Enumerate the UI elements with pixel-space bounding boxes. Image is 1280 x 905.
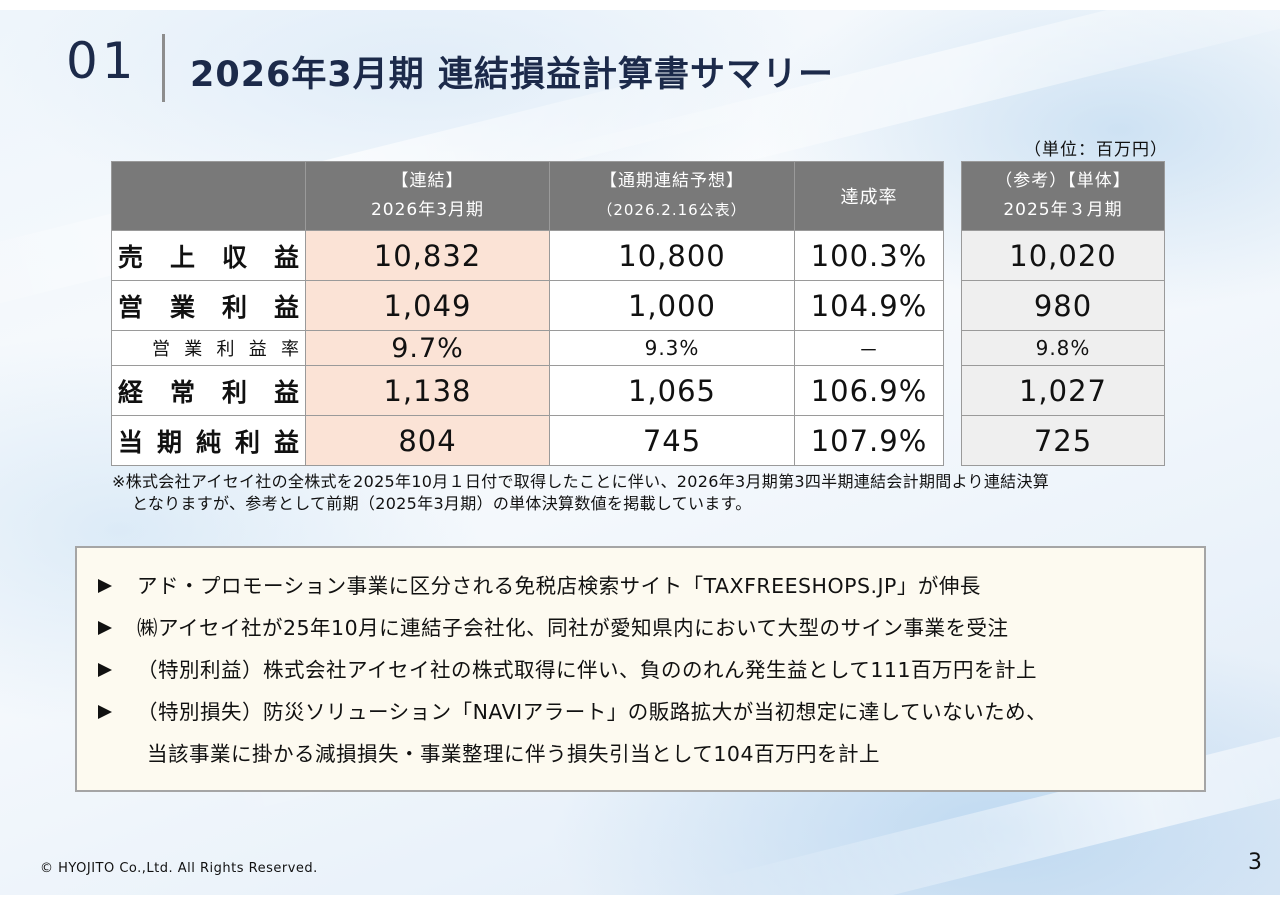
header-reference: （参考）【単体】 2025年３月期 [961,161,1165,231]
header-divider [162,34,165,102]
net-profit-reference: 725 [961,415,1165,466]
net-profit-rate: 107.9% [794,415,944,466]
page-number: 3 [1248,850,1262,875]
table-row: 経常利益 1,138 1,065 106.9% 1,027 [111,365,1165,416]
highlight-text: ㈱アイセイ社が25年10月に連結子会社化、同社が愛知県内において大型のサイン事業… [137,616,1009,640]
row-label-ordinary-profit: 経常利益 [111,365,306,416]
net-profit-forecast: 745 [549,415,795,466]
revenue-consolidated: 10,832 [305,230,550,281]
table-gap [944,162,962,231]
operating-profit-rate: 104.9% [794,280,944,331]
operating-profit-consolidated: 1,049 [305,280,550,331]
operating-margin-consolidated: 9.7% [305,330,550,366]
ordinary-profit-forecast: 1,065 [549,365,795,416]
row-label-operating-margin: 営業利益率 [111,330,306,366]
copyright: © HYOJITO Co.,Ltd. All Rights Reserved. [40,861,318,876]
triangle-bullet-icon [97,620,113,636]
ordinary-profit-rate: 106.9% [794,365,944,416]
highlight-text: アド・プロモーション事業に区分される免税店検索サイト「TAXFREESHOPS.… [137,574,981,598]
ordinary-profit-reference: 1,027 [961,365,1165,416]
triangle-bullet-icon [97,662,113,678]
list-item: （特別損失）防災ソリューション「NAVIアラート」の販路拡大が当初想定に達してい… [97,696,1204,738]
footnote-line-2: となりますが、参考として前期（2025年3月期）の単体決算数値を掲載しています。 [132,494,752,513]
highlight-text: （特別利益）株式会社アイセイ社の株式取得に伴い、負ののれん発生益として111百万… [137,658,1037,682]
revenue-reference: 10,020 [961,230,1165,281]
list-item: ㈱アイセイ社が25年10月に連結子会社化、同社が愛知県内において大型のサイン事業… [97,612,1204,654]
table-header-row: 【連結】 2026年3月期 【通期連結予想】 （2026.2.16公表） 達成率… [111,161,1165,231]
header-forecast: 【通期連結予想】 （2026.2.16公表） [549,161,795,231]
operating-margin-reference: 9.8% [961,330,1165,366]
revenue-forecast: 10,800 [549,230,795,281]
triangle-bullet-icon [97,578,113,594]
row-label-revenue: 売上収益 [111,230,306,281]
header-empty-cell [111,161,306,231]
revenue-rate: 100.3% [794,230,944,281]
row-label-net-profit: 当期純利益 [111,415,306,466]
triangle-bullet-icon [97,704,113,720]
footnote: ※株式会社アイセイ社の全株式を2025年10月１日付で取得したことに伴い、202… [112,471,1172,515]
table-row: 当期純利益 804 745 107.9% 725 [111,415,1165,466]
unit-label: （単位：百万円） [1024,140,1168,160]
operating-margin-rate: － [794,330,944,366]
operating-margin-forecast: 9.3% [549,330,795,366]
income-summary-table: 【連結】 2026年3月期 【通期連結予想】 （2026.2.16公表） 達成率… [111,161,1165,466]
section-number: 01 [66,32,138,90]
highlights-box: アド・プロモーション事業に区分される免税店検索サイト「TAXFREESHOPS.… [75,546,1206,792]
page-title: 2026年3月期 連結損益計算書サマリー [190,55,834,95]
table-row: 営業利益 1,049 1,000 104.9% 980 [111,280,1165,331]
highlight-text-continued: 当該事業に掛かる減損損失・事業整理に伴う損失引当として104百万円を計上 [147,742,881,766]
list-item-continuation: 当該事業に掛かる減損損失・事業整理に伴う損失引当として104百万円を計上 [97,738,1204,780]
table-row: 営業利益率 9.7% 9.3% － 9.8% [111,330,1165,366]
footnote-line-1: ※株式会社アイセイ社の全株式を2025年10月１日付で取得したことに伴い、202… [112,472,1050,491]
ordinary-profit-consolidated: 1,138 [305,365,550,416]
row-label-operating-profit: 営業利益 [111,280,306,331]
list-item: アド・プロモーション事業に区分される免税店検索サイト「TAXFREESHOPS.… [97,570,1204,612]
highlight-text: （特別損失）防災ソリューション「NAVIアラート」の販路拡大が当初想定に達してい… [137,700,1048,724]
table-row: 売上収益 10,832 10,800 100.3% 10,020 [111,230,1165,281]
operating-profit-forecast: 1,000 [549,280,795,331]
header-achievement: 達成率 [794,161,944,231]
operating-profit-reference: 980 [961,280,1165,331]
header-consolidated: 【連結】 2026年3月期 [305,161,550,231]
net-profit-consolidated: 804 [305,415,550,466]
list-item: （特別利益）株式会社アイセイ社の株式取得に伴い、負ののれん発生益として111百万… [97,654,1204,696]
